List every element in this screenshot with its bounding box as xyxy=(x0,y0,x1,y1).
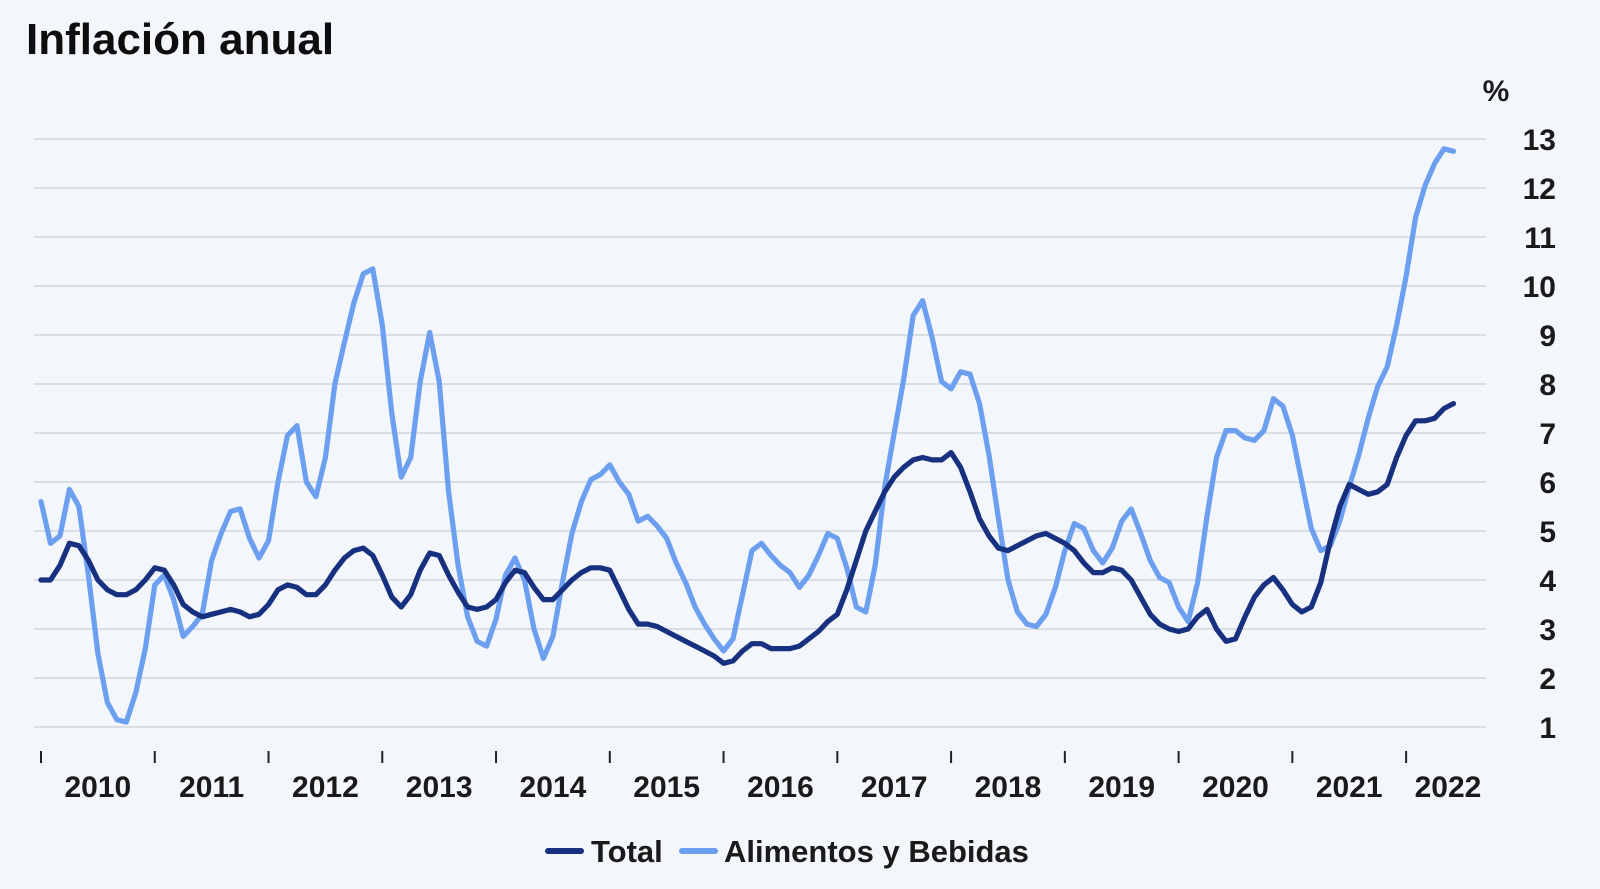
y-tick-label: 12 xyxy=(1523,173,1556,206)
series-lines xyxy=(38,146,1457,725)
y-tick-label: 5 xyxy=(1539,516,1556,549)
x-tick-label: 2019 xyxy=(1088,771,1155,804)
y-tick-label: 4 xyxy=(1539,565,1556,598)
x-tick-label: 2011 xyxy=(179,771,244,804)
series-line-alimentos-y-bebidas xyxy=(38,146,1457,725)
y-tick-label: 1 xyxy=(1539,712,1556,745)
series-line-total xyxy=(38,401,1457,666)
legend: Total Alimentos y Bebidas xyxy=(545,834,1029,869)
x-axis: 2010 2011 2012 2013 2014 2015 2016 2017 2018 2019… xyxy=(40,751,1482,804)
y-tick-label: 3 xyxy=(1539,614,1556,647)
x-tick-label: 2010 xyxy=(65,771,132,804)
grid xyxy=(34,138,1486,728)
y-tick-label: 10 xyxy=(1523,271,1556,304)
legend-label: Alimentos y Bebidas xyxy=(724,834,1029,869)
x-tick-label: 2013 xyxy=(406,771,473,804)
x-tick-label: 2017 xyxy=(861,771,928,804)
x-tick-label: 2014 xyxy=(520,771,587,804)
x-tick-label: 2018 xyxy=(975,771,1042,804)
legend-label: Total xyxy=(591,834,663,869)
chart-title: Inflación anual xyxy=(26,15,334,64)
y-axis-unit: % xyxy=(1483,75,1510,108)
x-tick-label: 2021 xyxy=(1316,771,1383,804)
y-tick-label: 11 xyxy=(1524,222,1556,255)
x-tick-label: 2016 xyxy=(747,771,814,804)
x-tick-label: 2020 xyxy=(1202,771,1269,804)
y-tick-label: 9 xyxy=(1539,320,1556,353)
y-tick-label: 8 xyxy=(1539,369,1556,402)
y-tick-label: 7 xyxy=(1539,418,1556,451)
x-tick-label: 2015 xyxy=(633,771,700,804)
y-tick-label: 13 xyxy=(1523,124,1556,157)
y-tick-label: 6 xyxy=(1539,467,1556,500)
x-tick-label: 2022 xyxy=(1415,771,1482,804)
x-tick-label: 2012 xyxy=(292,771,359,804)
y-tick-label: 2 xyxy=(1539,663,1556,696)
